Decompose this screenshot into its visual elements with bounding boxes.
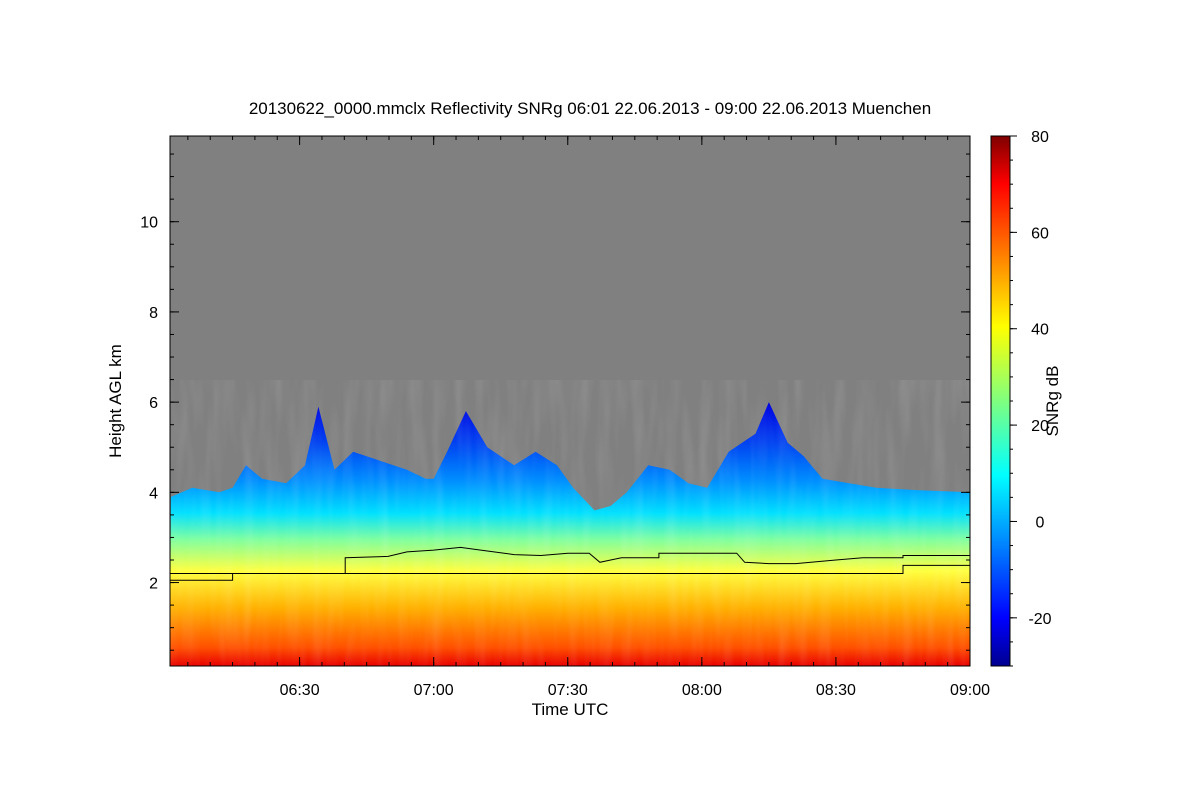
series-line-2	[170, 546, 970, 574]
colorbar-tick-label: 0	[1036, 514, 1045, 531]
colorbar-tick-label: 40	[1031, 322, 1049, 339]
y-tick-label: 8	[149, 305, 158, 322]
x-axis: 06:30 07:00 07:30 08:00 08:30 09:00	[187, 136, 990, 699]
x-tick-label: 06:30	[280, 682, 320, 699]
chart-title: 20130622_0000.mmclx Reflectivity SNRg 06…	[249, 99, 931, 118]
series-line-1	[170, 564, 970, 581]
x-tick-label: 08:30	[816, 682, 856, 699]
x-tick-label: 08:00	[682, 682, 722, 699]
colorbar-axis: -20 0 20 40 60 80	[1010, 129, 1052, 667]
y-tick-label: 4	[149, 485, 158, 502]
x-tick-label: 09:00	[950, 682, 990, 699]
colorbar-tick-label: -20	[1028, 611, 1051, 628]
colorbar-tick-label: 80	[1031, 129, 1049, 146]
y-axis: 2 4 6 8 10	[140, 153, 970, 651]
plot-frame	[169, 135, 971, 667]
colorbar-label: SNRg dB	[1043, 366, 1062, 437]
x-tick-label: 07:30	[548, 682, 588, 699]
plot-content	[170, 380, 970, 666]
y-tick-label: 10	[140, 215, 158, 232]
x-tick-label: 07:00	[414, 682, 454, 699]
colorbar-tick-label: 20	[1031, 418, 1049, 435]
colorbar-tick-label: 60	[1031, 225, 1049, 242]
echo-texture	[170, 380, 970, 666]
x-axis-label: Time UTC	[532, 700, 609, 719]
y-tick-label: 2	[149, 576, 158, 593]
y-axis-label: Height AGL km	[106, 344, 125, 458]
y-tick-label: 6	[149, 395, 158, 412]
colorbar	[990, 135, 1011, 667]
